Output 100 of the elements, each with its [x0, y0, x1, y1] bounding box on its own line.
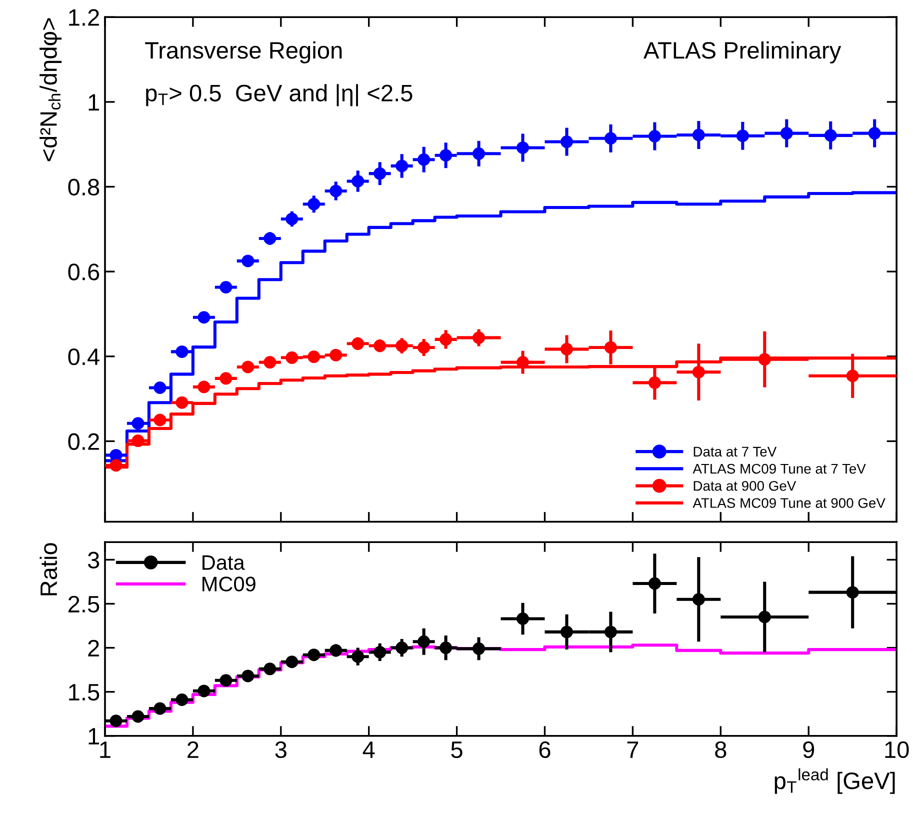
point — [110, 459, 122, 472]
y-tick-label: 0.8 — [68, 178, 100, 196]
point — [440, 333, 452, 346]
point — [516, 141, 530, 154]
point — [736, 130, 749, 142]
point — [374, 340, 386, 352]
legend-label: Data at 7 TeV — [694, 446, 777, 457]
point — [242, 254, 254, 268]
y-tick-label: 1.5 — [69, 684, 100, 701]
y-tick-label: 1 — [88, 94, 99, 110]
x-tick-label: 3 — [275, 741, 286, 758]
point — [604, 341, 617, 354]
y-tick-label: 0.2 — [68, 433, 99, 450]
point — [648, 130, 661, 143]
y-tick-label: 1 — [88, 728, 99, 744]
point — [220, 674, 232, 687]
legend-label: ATLAS MC09 Tune at 7 TeV — [692, 464, 866, 474]
point — [220, 372, 232, 385]
point — [330, 348, 342, 362]
point — [374, 646, 386, 658]
y-axis-title: <d²N$_{ch}$/dηdφ> — [40, 18, 62, 162]
point — [352, 337, 364, 350]
point — [176, 694, 188, 706]
point — [440, 642, 452, 654]
point — [418, 341, 430, 354]
point — [780, 127, 793, 140]
point — [308, 648, 320, 662]
annotation: p$_{T}$> 0.5 GeV and |η| <2.5 — [146, 84, 412, 106]
point — [472, 642, 486, 655]
point — [472, 147, 486, 160]
point — [286, 351, 298, 364]
x-tick-label: 7 — [627, 742, 638, 758]
point — [220, 280, 232, 294]
point — [154, 414, 166, 426]
x-tick-label: 4 — [362, 742, 375, 758]
point — [242, 360, 254, 374]
annotation: ATLAS Preliminary — [644, 41, 842, 64]
point — [516, 612, 530, 625]
point — [692, 366, 705, 378]
point — [330, 184, 342, 198]
point — [154, 702, 166, 715]
point — [692, 128, 705, 142]
point — [692, 593, 705, 606]
y-tick-label: 1.2 — [69, 9, 99, 26]
y-tick-label: 2 — [88, 640, 99, 656]
point — [846, 586, 859, 599]
point — [560, 626, 573, 638]
point — [242, 670, 254, 682]
point — [396, 340, 408, 352]
point — [176, 396, 188, 409]
point — [418, 635, 430, 648]
point — [198, 380, 210, 394]
point — [198, 311, 210, 324]
point — [352, 174, 364, 188]
point — [264, 356, 276, 369]
x-tick-label: 6 — [539, 741, 550, 758]
point — [604, 626, 617, 638]
point — [132, 417, 144, 430]
point — [264, 232, 276, 245]
point — [758, 353, 771, 366]
point — [758, 610, 771, 624]
y-tick-label: 3 — [88, 552, 100, 569]
point — [560, 342, 573, 356]
point — [132, 434, 144, 448]
x-tick-label: 5 — [451, 742, 462, 758]
legend-label: ATLAS MC09 Tune at 900 GeV — [692, 498, 886, 508]
x-tick-label: 9 — [803, 741, 814, 758]
point — [396, 160, 408, 172]
point — [604, 132, 617, 145]
y-tick-label: 0.6 — [68, 264, 100, 280]
x-tick-label: 10 — [885, 741, 909, 758]
point — [308, 350, 320, 364]
legend-label: Data at 900 GeV — [694, 480, 796, 491]
y-axis-title: Ratio — [40, 543, 58, 596]
point — [440, 149, 452, 162]
point — [330, 644, 342, 657]
x-tick-label: 1 — [100, 742, 110, 758]
point — [846, 370, 859, 382]
y-tick-label: 2.5 — [68, 596, 100, 613]
x-tick-label: 2 — [188, 741, 198, 758]
point — [560, 136, 573, 148]
annotation: Transverse Region — [145, 41, 342, 64]
point — [308, 198, 320, 210]
point — [110, 714, 122, 728]
point — [472, 331, 486, 344]
x-axis-title: p$_{T}$$^{lead}$ [GeV] — [774, 768, 895, 794]
point — [176, 345, 188, 358]
point — [824, 129, 837, 142]
x-tick-label: 8 — [715, 741, 726, 758]
y-tick-label: 0.4 — [68, 348, 100, 366]
point — [352, 650, 364, 663]
point — [264, 662, 276, 676]
point — [286, 656, 298, 668]
point — [396, 642, 408, 654]
point — [648, 577, 661, 590]
point — [198, 684, 210, 698]
point — [374, 167, 386, 180]
legend-label: Data — [202, 555, 245, 570]
legend-label: MC09 — [202, 576, 256, 592]
point — [154, 382, 166, 394]
